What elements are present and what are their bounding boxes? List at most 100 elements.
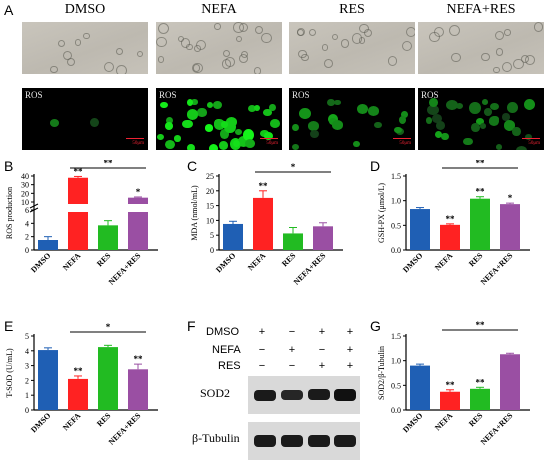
- cell: [523, 98, 536, 110]
- significance-marker: **: [446, 214, 456, 224]
- cell: [156, 134, 164, 141]
- y-tick-label: 1: [25, 391, 29, 400]
- cell: [62, 51, 72, 60]
- bracket-label: *: [291, 162, 296, 172]
- panel-letter-g: G: [370, 318, 381, 334]
- cell: [221, 59, 232, 69]
- cell: [495, 144, 503, 150]
- x-tick-label: RES: [280, 251, 298, 269]
- y-tick-label: 1.5: [391, 332, 401, 341]
- scale-bar-label: 50μm: [399, 141, 411, 146]
- cell: [341, 39, 350, 48]
- scale-bar: [126, 138, 144, 139]
- y-tick-label: 2: [25, 233, 29, 242]
- column-title-nefa: NEFA: [201, 2, 237, 17]
- y-tick-label: 0: [210, 246, 214, 255]
- band: [254, 390, 276, 401]
- cell: [469, 102, 481, 115]
- cell: [512, 127, 521, 137]
- cell: [242, 128, 255, 142]
- scale-bar: [393, 138, 411, 139]
- sign-res-2: −: [288, 360, 296, 372]
- bar-nefa-res: [313, 226, 333, 250]
- y-tick-label: 5: [210, 231, 214, 240]
- x-tick-label: NEFA: [61, 251, 83, 273]
- x-tick-label: NEFA: [433, 411, 455, 433]
- x-tick-label: NEFA+RES: [107, 411, 143, 447]
- cell: [221, 121, 229, 128]
- cell: [484, 108, 492, 116]
- sign-res-1: −: [258, 360, 266, 372]
- x-tick-label: DMSO: [214, 251, 237, 274]
- band: [308, 435, 330, 447]
- y-axis-label: T-SOD (U/mL): [5, 348, 14, 398]
- brightfield-image-nefa-res: [418, 22, 544, 74]
- cell: [400, 111, 408, 118]
- x-tick-label: NEFA+RES: [479, 251, 515, 287]
- y-tick-label: 4: [25, 347, 29, 356]
- panel-letter-a: A: [4, 2, 14, 18]
- cell: [298, 49, 307, 59]
- scale-bar-label: 50μm: [266, 141, 278, 146]
- cell: [116, 64, 128, 74]
- y-tick-label: 0.0: [391, 246, 401, 255]
- significance-marker: **: [476, 187, 486, 197]
- band: [281, 435, 303, 447]
- cell: [495, 30, 505, 41]
- cell: [353, 141, 360, 148]
- y-tick-label: 1.5: [391, 172, 401, 181]
- y-tick-label: 0.5: [391, 221, 401, 230]
- y-tick-label: 4: [25, 219, 29, 228]
- cell: [247, 104, 256, 112]
- bar-nefa: [68, 177, 88, 250]
- cell: [90, 117, 100, 128]
- cell: [173, 135, 182, 142]
- y-axis-label: SOD2/β-Tubulin: [377, 346, 386, 400]
- scale-bar: [522, 138, 540, 139]
- treatment-label-dmso: DMSO: [206, 326, 239, 338]
- x-tick-label: DMSO: [29, 411, 52, 434]
- significance-marker: **: [446, 380, 456, 390]
- cell: [50, 65, 58, 73]
- y-tick-label: 6: [25, 206, 29, 215]
- bar-dmso: [410, 209, 430, 250]
- brightfield-image-res: [289, 22, 415, 74]
- panel-letter-f: F: [187, 318, 196, 334]
- cell: [387, 56, 398, 67]
- y-axis-label: ROS production: [5, 187, 14, 239]
- cell: [475, 118, 485, 126]
- y-tick-label: 40: [21, 172, 29, 181]
- cell: [180, 37, 191, 48]
- x-tick-label: NEFA: [61, 411, 83, 433]
- significance-marker: **: [134, 354, 144, 364]
- bar-res: [470, 198, 490, 250]
- cell: [222, 50, 230, 58]
- cell: [253, 104, 260, 112]
- y-tick-label: 1.0: [391, 197, 401, 206]
- cell: [427, 104, 440, 116]
- band-label-sod2: SOD2: [200, 386, 231, 400]
- significance-marker: **: [476, 377, 486, 387]
- brightfield-image-dmso: [22, 22, 148, 74]
- x-tick-label: NEFA+RES: [479, 411, 515, 447]
- cell: [446, 100, 458, 111]
- cell: [137, 50, 144, 57]
- cell: [237, 135, 249, 147]
- chart-mda: 0 5 10 15 20 25 MDA (nmol/mL) DMSO ** NEFA RESNEFA…: [190, 162, 343, 287]
- x-tick-label: RES: [467, 411, 485, 429]
- sign-res-4: +: [346, 360, 354, 372]
- bracket-label: **: [476, 160, 486, 168]
- cell: [207, 102, 214, 109]
- fluorescence-image-nefa-res: ROS 50μm: [418, 88, 544, 150]
- sign-dmso-4: +: [346, 326, 354, 338]
- bar-res: [98, 225, 118, 250]
- cell: [481, 53, 490, 62]
- cell: [232, 139, 240, 147]
- cell: [449, 24, 461, 36]
- bar-res: [283, 233, 303, 250]
- y-axis-label: MDA (nmol/mL): [190, 185, 199, 241]
- bar-break-gap: [67, 204, 89, 212]
- y-tick-label: 3: [25, 362, 29, 371]
- cell: [186, 109, 198, 120]
- cell: [212, 101, 222, 109]
